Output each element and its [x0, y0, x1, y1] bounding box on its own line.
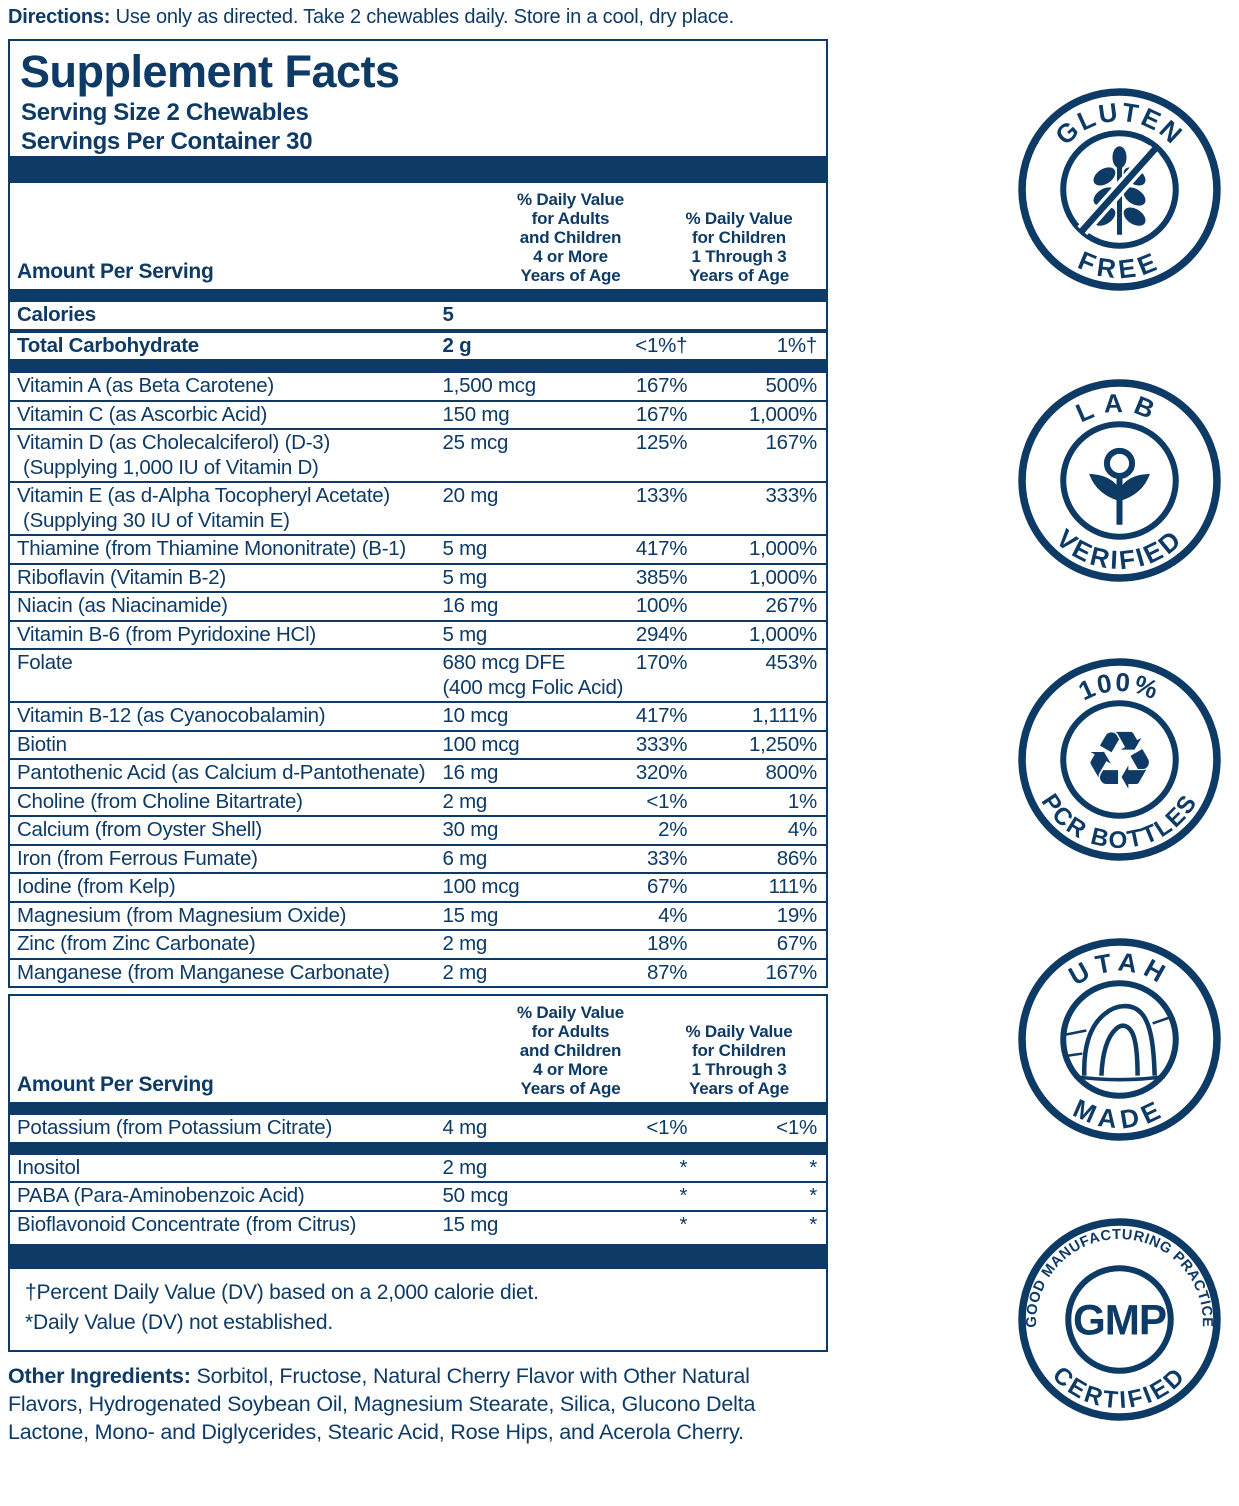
supplement-facts-panel: Supplement Facts Serving Size 2 Chewable…: [8, 39, 828, 989]
nutrient-row-pantothenic-acid: Pantothenic Acid (as Calcium d-Pantothen…: [10, 758, 826, 787]
nutrient-row-vitamin-c: Vitamin C (as Ascorbic Acid) 150 mg 167%…: [10, 399, 826, 429]
amount-per-serving-header: Amount Per Serving: [17, 1073, 214, 1097]
nutrient-row-choline: Choline (from Choline Bitartrate) 2 mg <…: [10, 786, 826, 816]
lab-verified-seal: LAB VERIFIED: [1018, 379, 1221, 582]
dv-adults-header: % Daily Value for Adults and Children 4 …: [516, 190, 624, 286]
column-header-row: Amount Per Serving % Daily Value for Adu…: [10, 996, 826, 1102]
nutrient-row-manganese: Manganese (from Manganese Carbonate) 2 m…: [10, 957, 826, 987]
nutrient-row-vitamin-d: Vitamin D (as Cholecalciferol) (D-3) 25 …: [10, 428, 826, 457]
footnotes: †Percent Daily Value (DV) based on a 2,0…: [10, 1269, 826, 1350]
badge-pcr-bottles: ♻ 100% PCR BOTTLES: [1016, 656, 1223, 863]
nutrient-row-folate: Folate 680 mcg DFE 170% 453%: [10, 648, 826, 677]
nutrient-row-total-carbohydrate: Total Carbohydrate 2 g <1%† 1%†: [10, 328, 826, 360]
dv-footnote: †Percent Daily Value (DV) based on a 2,0…: [25, 1281, 539, 1305]
dv-adults-header: % Daily Value for Adults and Children 4 …: [516, 1003, 624, 1099]
directions-line: Directions: Use only as directed. Take 2…: [8, 6, 808, 29]
gluten-free-seal: GLUTEN FREE: [1018, 88, 1221, 291]
nutrient-row-riboflavin: Riboflavin (Vitamin B-2) 5 mg 385% 1,000…: [10, 562, 826, 592]
nutrient-row-vitamin-e-note: (Supplying 30 IU of Vitamin E): [23, 508, 290, 532]
nutrient-row-calories: Calories 5: [17, 303, 454, 327]
supplement-facts-panel-2: Amount Per Serving % Daily Value for Adu…: [8, 994, 828, 1353]
directions-label: Directions:: [8, 6, 111, 28]
serving-size: Serving Size 2 Chewables: [21, 99, 309, 127]
gmp-text: GMP: [1073, 1297, 1166, 1344]
nutrient-row-vitamin-d-note: (Supplying 1,000 IU of Vitamin D): [23, 455, 319, 479]
dv-not-established-footnote: *Daily Value (DV) not established.: [25, 1311, 333, 1335]
arch-icon: [1065, 1003, 1174, 1082]
other-ingredients-label: Other Ingredients:: [8, 1364, 191, 1389]
nutrient-table-2: Potassium (from Potassium Citrate) 4 mg …: [10, 1115, 826, 1270]
nutrient-row-folate-note: (400 mcg Folic Acid): [442, 675, 624, 699]
badge-utah-made: UTAH MADE: [1016, 936, 1223, 1143]
nutrient-row-vitamin-e: Vitamin E (as d-Alpha Tocopheryl Acetate…: [10, 481, 826, 510]
divider-bar: [10, 156, 826, 184]
nutrient-row-vitamin-b12: Vitamin B-12 (as Cyanocobalamin) 10 mcg …: [10, 701, 826, 730]
panel-title: Supplement Facts: [20, 46, 400, 97]
other-ingredients-text: Sorbitol, Fructose, Natural Cherry Flavo…: [8, 1364, 756, 1445]
nutrient-table: Calories 5 Total Carbohydrate 2 g <1%† 1…: [10, 302, 826, 986]
divider-bar: [10, 359, 826, 374]
nutrient-row-potassium: Potassium (from Potassium Citrate) 4 mg …: [17, 1116, 817, 1140]
utah-made-seal: UTAH MADE: [1018, 938, 1221, 1141]
column-header-row: Amount Per Serving % Daily Value for Adu…: [10, 183, 826, 289]
dv-children-header: % Daily Value for Children 1 Through 3 Y…: [685, 209, 793, 286]
nutrient-row-magnesium: Magnesium (from Magnesium Oxide) 15 mg 4…: [10, 900, 826, 930]
dv-children-header: % Daily Value for Children 1 Through 3 Y…: [685, 1022, 793, 1099]
nutrient-row-vitamin-a: Vitamin A (as Beta Carotene) 1,500 mcg 1…: [17, 374, 817, 398]
badge-gmp-certified: GMP GOOD MANUFACTURING PRACTICE CERTIFIE…: [1016, 1216, 1223, 1423]
sprout-icon: [1089, 447, 1150, 525]
divider-bar: [10, 1244, 826, 1270]
nutrient-row-zinc: Zinc (from Zinc Carbonate) 2 mg 18% 67%: [10, 929, 826, 958]
badge-lab-verified: LAB VERIFIED: [1016, 377, 1223, 584]
divider-bar: [10, 1141, 826, 1155]
directions-text: Use only as directed. Take 2 chewables d…: [110, 6, 735, 28]
gmp-seal-icon: GMP GOOD MANUFACTURING PRACTICE CERTIFIE…: [1018, 1218, 1221, 1421]
other-ingredients: Other Ingredients: Sorbitol, Fructose, N…: [8, 1362, 768, 1446]
nutrient-row-calcium: Calcium (from Oyster Shell) 30 mg 2% 4%: [10, 815, 826, 844]
badge-gluten-free: GLUTEN FREE: [1016, 86, 1223, 293]
recycle-icon: ♻: [1083, 714, 1155, 808]
nutrient-row-iron: Iron (from Ferrous Fumate) 6 mg 33% 86%: [10, 843, 826, 873]
wheat-crossed-icon: [1077, 144, 1160, 236]
nutrient-row-paba: PABA (Para-Aminobenzoic Acid) 50 mcg * *: [10, 1181, 826, 1210]
nutrient-row-vitamin-b6: Vitamin B-6 (from Pyridoxine HCl) 5 mg 2…: [10, 619, 826, 649]
nutrient-row-bioflavonoid: Bioflavonoid Concentrate (from Citrus) 1…: [10, 1209, 826, 1239]
nutrient-row-inositol: Inositol 2 mg * *: [17, 1155, 817, 1179]
nutrient-row-biotin: Biotin 100 mcg 333% 1,250%: [10, 729, 826, 759]
amount-per-serving-header: Amount Per Serving: [17, 260, 214, 284]
divider-bar: [10, 289, 826, 303]
nutrient-row-niacin: Niacin (as Niacinamide) 16 mg 100% 267%: [10, 591, 826, 620]
nutrient-row-thiamine: Thiamine (from Thiamine Mononitrate) (B-…: [10, 534, 826, 563]
divider-bar: [10, 1102, 826, 1116]
pcr-bottles-seal: ♻ 100% PCR BOTTLES: [1018, 658, 1221, 861]
servings-per-container: Servings Per Container 30: [21, 128, 313, 156]
nutrient-row-iodine: Iodine (from Kelp) 100 mcg 67% 111%: [10, 872, 826, 901]
